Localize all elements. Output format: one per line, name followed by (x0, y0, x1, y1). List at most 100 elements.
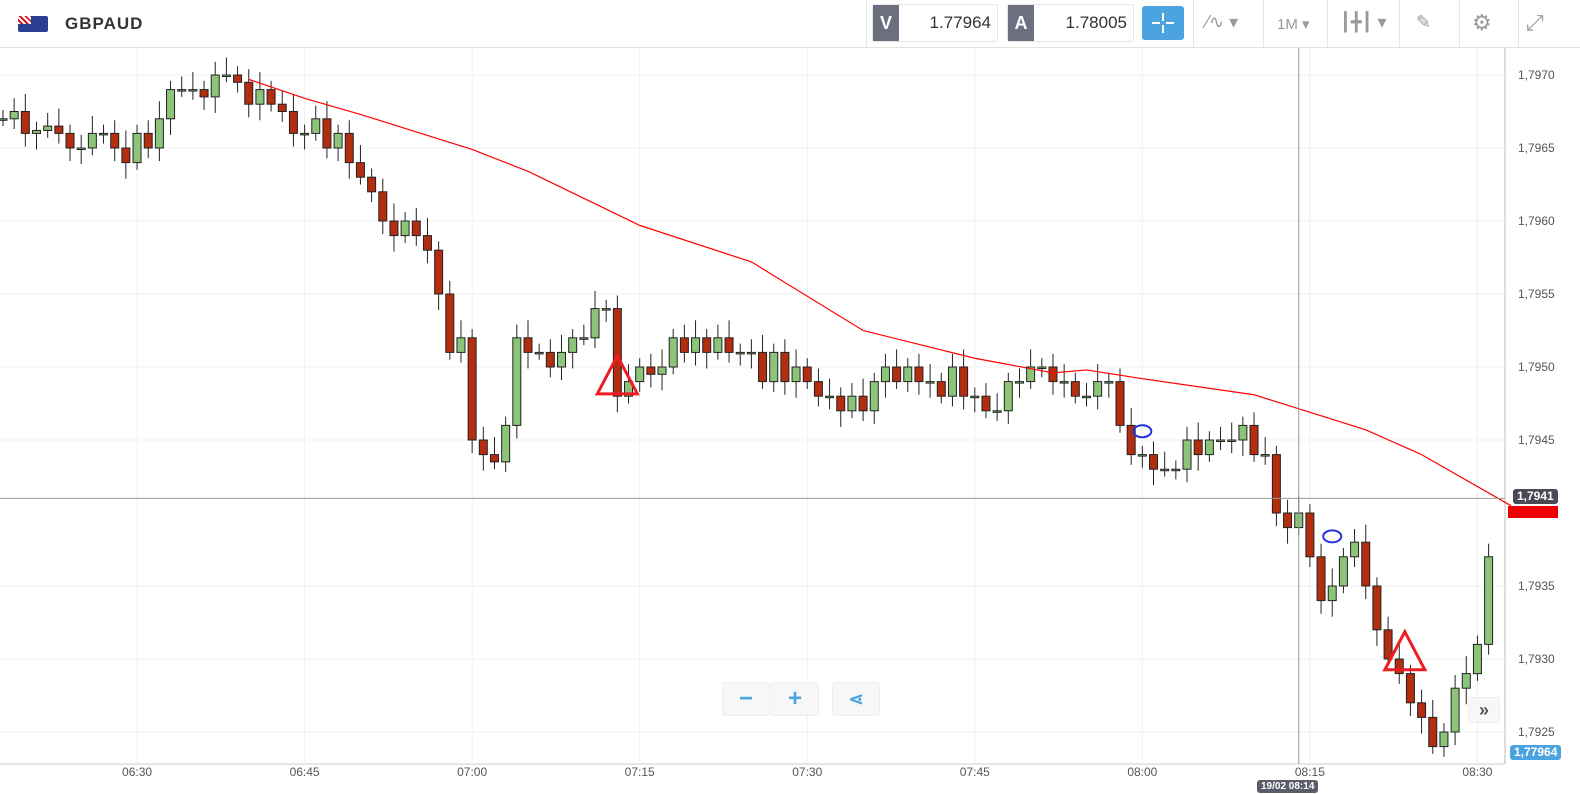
candle-down (1271, 454, 1281, 514)
candle-up (668, 337, 678, 368)
candle-down (467, 337, 477, 441)
candle-down (422, 235, 432, 251)
candle-up (1238, 424, 1248, 441)
candle-up (869, 381, 879, 412)
candle-up (746, 351, 756, 355)
crosshair-icon (1152, 13, 1174, 33)
candle-down (802, 366, 812, 383)
triangle-annotation (1382, 628, 1428, 672)
candle-up (568, 337, 578, 353)
crosshair-time-tag: 19/02 08:14 (1257, 780, 1319, 793)
x-tick-label: 07:15 (624, 765, 655, 779)
candle-up (691, 337, 701, 353)
candle-up (177, 89, 187, 92)
candle-up (1484, 556, 1494, 645)
candle-up (1472, 643, 1482, 675)
candle-up (1003, 381, 1013, 412)
candle-down (646, 366, 656, 375)
candle-up (1216, 439, 1226, 442)
candle-down (1394, 658, 1404, 675)
candle-down (121, 147, 131, 164)
x-tick-label: 07:00 (457, 765, 488, 779)
candle-up (590, 308, 600, 339)
candle-down (344, 132, 354, 164)
buy-price-button[interactable]: A 1.78005 (1007, 4, 1134, 42)
candle-up (1461, 673, 1471, 689)
gear-icon[interactable]: ⚙ (1472, 10, 1492, 35)
candle-up (791, 366, 801, 383)
toolbar-divider (1193, 0, 1194, 48)
candle-up (1204, 439, 1214, 456)
candle-down (143, 132, 153, 149)
candle-down (724, 337, 734, 353)
crosshair-button[interactable] (1142, 6, 1184, 40)
candle-up (970, 395, 980, 399)
candle-up (76, 147, 86, 150)
candle-down (1361, 541, 1371, 587)
candle-down (892, 366, 902, 383)
zoom-in-icon: + (787, 685, 802, 712)
candle-up (925, 381, 935, 384)
y-tick-label: 1,7930 (1518, 652, 1555, 666)
ellipse-annotation (1322, 529, 1343, 544)
candle-down (378, 191, 388, 222)
candle-up (1260, 454, 1270, 457)
candle-down (1048, 366, 1058, 383)
ellipse-annotation (1132, 424, 1153, 439)
candle-up (456, 337, 466, 353)
candle-up (992, 410, 1002, 413)
candle-up (1439, 731, 1449, 748)
candle-down (836, 395, 846, 412)
timeframe-label: 1M (1277, 16, 1298, 33)
zoom-out-button[interactable]: − (722, 682, 770, 716)
candle-up (132, 132, 142, 164)
candle-down (277, 103, 287, 113)
toolbar-divider (1518, 0, 1519, 48)
price-chart[interactable] (0, 48, 1580, 794)
candles-icon[interactable]: ┃╋┃ ▾ (1340, 12, 1387, 32)
fullscreen-icon[interactable]: ⤢ (1526, 10, 1544, 35)
candle-up (1450, 687, 1460, 733)
candle-down (813, 381, 823, 397)
share-button[interactable]: ⋖ (832, 682, 880, 716)
candle-down (1115, 381, 1125, 426)
zoom-in-button[interactable]: + (771, 682, 819, 716)
candle-up (400, 220, 410, 237)
chart-type-icon[interactable]: ⁄∿ ▾ (1206, 12, 1239, 32)
candle-up (501, 424, 511, 463)
candle-down (233, 74, 243, 83)
candle-down (1283, 512, 1293, 529)
candle-up (32, 129, 42, 134)
candle-up (1026, 366, 1036, 383)
candle-up (635, 366, 645, 383)
x-tick-label: 06:45 (289, 765, 320, 779)
candle-down (1383, 629, 1393, 660)
x-tick-label: 08:15 (1294, 765, 1325, 779)
toolbar-divider (1399, 0, 1400, 48)
candle-up (903, 366, 913, 383)
candle-up (87, 132, 97, 149)
candle-up (0, 118, 8, 121)
zoom-out-icon: − (738, 685, 753, 712)
candle-up (557, 351, 566, 368)
candle-up (735, 351, 745, 355)
candle-down (244, 81, 254, 105)
candle-up (210, 74, 220, 98)
timeframe-dropdown[interactable]: 1M ▾ (1277, 16, 1310, 33)
sell-price-button[interactable]: V 1.77964 (872, 4, 998, 42)
candle-up (1227, 439, 1237, 442)
candle-down (780, 351, 790, 383)
buy-label: A (1008, 5, 1034, 41)
y-tick-label: 1,7960 (1518, 214, 1555, 228)
sell-price: 1.77964 (929, 13, 991, 32)
scroll-right-icon: » (1478, 699, 1489, 720)
candle-down (489, 454, 499, 463)
candle-up (1014, 381, 1024, 384)
candle-down (1126, 424, 1136, 456)
x-tick-label: 08:00 (1127, 765, 1158, 779)
scroll-right-button[interactable]: » (1468, 697, 1500, 723)
symbol-title: GBPAUD (65, 14, 144, 33)
candle-down (1417, 702, 1427, 718)
draw-icon[interactable]: ✎ (1416, 12, 1432, 32)
candle-up (255, 89, 265, 105)
